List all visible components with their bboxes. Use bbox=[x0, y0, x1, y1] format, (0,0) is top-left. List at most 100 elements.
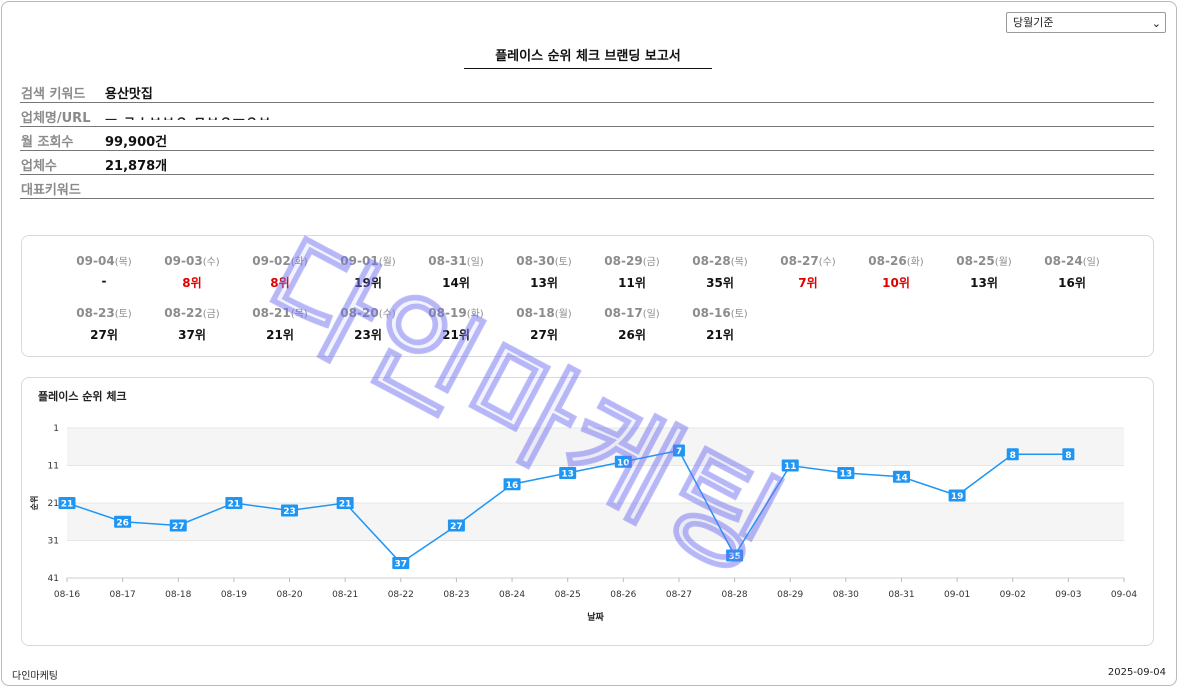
daily-rank-cell: 08-18(월) 27위 bbox=[502, 305, 586, 343]
rank-date-text: 08-27 bbox=[780, 254, 819, 268]
rank-date-text: 09-01 bbox=[340, 254, 379, 268]
data-point bbox=[559, 467, 577, 479]
y-tick-label: 41 bbox=[48, 574, 59, 584]
daily-rank-cell: 08-20(수) 23위 bbox=[326, 305, 410, 343]
rank-day-of-week: (일) bbox=[466, 257, 484, 268]
rank-date-text: 08-21 bbox=[252, 306, 291, 320]
x-tick-label: 08-24 bbox=[499, 590, 525, 600]
data-point bbox=[672, 444, 685, 457]
rank-value: 13위 bbox=[530, 276, 558, 290]
data-point bbox=[892, 470, 910, 483]
x-tick-label: 08-29 bbox=[777, 590, 803, 600]
x-tick-label: 08-20 bbox=[276, 590, 302, 600]
data-point bbox=[58, 497, 76, 509]
rank-value: 13위 bbox=[970, 276, 998, 290]
rank-date-text: 08-24 bbox=[1044, 254, 1083, 268]
daily-rank-cell: 08-30(토) 13위 bbox=[502, 253, 586, 291]
data-label: 10 bbox=[617, 458, 630, 468]
data-point bbox=[948, 489, 966, 502]
x-axis-label: 날짜 bbox=[587, 611, 604, 623]
x-tick-label: 08-23 bbox=[443, 590, 469, 600]
daily-rank-cell: 09-01(월) 19위 bbox=[326, 253, 410, 291]
rank-date: 08-28(목) bbox=[678, 253, 762, 268]
x-tick-label: 08-31 bbox=[888, 590, 914, 600]
data-point bbox=[336, 497, 354, 509]
rank-date: 08-18(월) bbox=[502, 305, 586, 320]
data-label: 26 bbox=[116, 518, 129, 528]
rank-date-text: 08-26 bbox=[868, 254, 907, 268]
rank-date: 08-31(일) bbox=[414, 253, 498, 268]
data-label: 21 bbox=[228, 500, 241, 510]
rank-date: 09-02(화) bbox=[238, 253, 322, 268]
info-value: 21,878개 bbox=[105, 159, 168, 174]
data-point bbox=[281, 504, 299, 517]
rank-value: 10위 bbox=[882, 276, 910, 290]
rank-date: 08-30(토) bbox=[502, 253, 586, 268]
rank-date-text: 08-16 bbox=[692, 306, 731, 320]
rank-value: 8위 bbox=[270, 276, 290, 290]
x-tick-label: 08-25 bbox=[555, 590, 581, 600]
rank-value: 37위 bbox=[178, 328, 206, 342]
info-label: 업체명/URL bbox=[21, 111, 91, 126]
rank-date-text: 08-29 bbox=[604, 254, 643, 268]
daily-rank-cell: 09-02(화) 8위 bbox=[238, 253, 322, 291]
x-tick-label: 09-04 bbox=[1111, 590, 1137, 600]
x-tick-label: 09-01 bbox=[944, 590, 970, 600]
data-point bbox=[837, 467, 855, 479]
data-label: 13 bbox=[840, 470, 853, 480]
rank-day-of-week: (수) bbox=[378, 309, 396, 320]
rank-day-of-week: (목) bbox=[730, 257, 748, 268]
x-tick-label: 08-27 bbox=[666, 590, 692, 600]
info-label: 업체수 bbox=[21, 159, 57, 174]
x-tick-label: 09-02 bbox=[1000, 590, 1026, 600]
data-label: 8 bbox=[1065, 451, 1071, 461]
daily-rank-cell: 09-03(수) 8위 bbox=[150, 253, 234, 291]
data-label: 21 bbox=[339, 500, 352, 510]
rank-day-of-week: (수) bbox=[818, 257, 836, 268]
info-label: 월 조회수 bbox=[21, 135, 74, 150]
rank-date-text: 08-25 bbox=[956, 254, 995, 268]
rank-value: 7위 bbox=[798, 276, 818, 290]
rank-day-of-week: (일) bbox=[1082, 257, 1100, 268]
daily-rank-cell: 08-16(토) 21위 bbox=[678, 305, 762, 343]
daily-rank-cell: 08-19(화) 21위 bbox=[414, 305, 498, 343]
data-point bbox=[225, 497, 243, 509]
rank-date-text: 08-31 bbox=[428, 254, 467, 268]
data-label: 8 bbox=[1010, 451, 1016, 461]
info-row: 업체수 21,878개 bbox=[20, 151, 1154, 175]
data-label: 27 bbox=[450, 522, 463, 532]
footer-company: 다인마케팅 bbox=[12, 671, 58, 682]
daily-rank-cell: 08-24(일) 16위 bbox=[1030, 253, 1114, 291]
rank-day-of-week: (일) bbox=[642, 309, 660, 320]
data-point bbox=[169, 519, 187, 532]
basis-select[interactable]: 당월기준 ⌄ bbox=[1006, 12, 1166, 33]
rank-day-of-week: (화) bbox=[906, 257, 924, 268]
rank-date: 08-20(수) bbox=[326, 305, 410, 320]
info-row: 업체명/URL ㅜ ㄹㅗㅂㅂㅇ ㅁㅂㅇㅜㅇㅂ bbox=[20, 103, 1154, 127]
rank-day-of-week: (금) bbox=[202, 309, 220, 320]
rank-day-of-week: (월) bbox=[994, 257, 1012, 268]
footer-date: 2025-09-04 bbox=[1107, 667, 1166, 678]
rank-day-of-week: (화) bbox=[466, 309, 484, 320]
data-label: 11 bbox=[784, 462, 797, 472]
data-point bbox=[614, 455, 632, 468]
info-value: 용산맛집 bbox=[105, 87, 153, 102]
rank-value: 8위 bbox=[182, 276, 202, 290]
data-point bbox=[114, 515, 132, 528]
rank-value: 23위 bbox=[354, 328, 382, 342]
rank-value: 14위 bbox=[442, 276, 470, 290]
x-tick-label: 08-17 bbox=[110, 590, 136, 600]
x-tick-label: 09-03 bbox=[1055, 590, 1081, 600]
rank-date: 08-19(화) bbox=[414, 305, 498, 320]
rank-date-text: 08-18 bbox=[516, 306, 555, 320]
info-value: 99,900건 bbox=[105, 135, 168, 150]
rank-date-text: 08-17 bbox=[604, 306, 643, 320]
data-point bbox=[447, 519, 465, 532]
rank-value: 11위 bbox=[618, 276, 646, 290]
rank-date: 08-25(월) bbox=[942, 253, 1026, 268]
info-value: ㅡ ㅡ, ㅡ ㅡ ㅡ, ㅡ ㅡ, ㅡ ㅡ ㅡ, ㅡ ㅡ ㅡ ㅡ bbox=[105, 183, 382, 192]
rank-date: 08-23(토) bbox=[62, 305, 146, 320]
info-value: ㅜ ㄹㅗㅂㅂㅇ ㅁㅂㅇㅜㅇㅂ bbox=[105, 111, 272, 120]
daily-rank-cell: 08-21(목) 21위 bbox=[238, 305, 322, 343]
